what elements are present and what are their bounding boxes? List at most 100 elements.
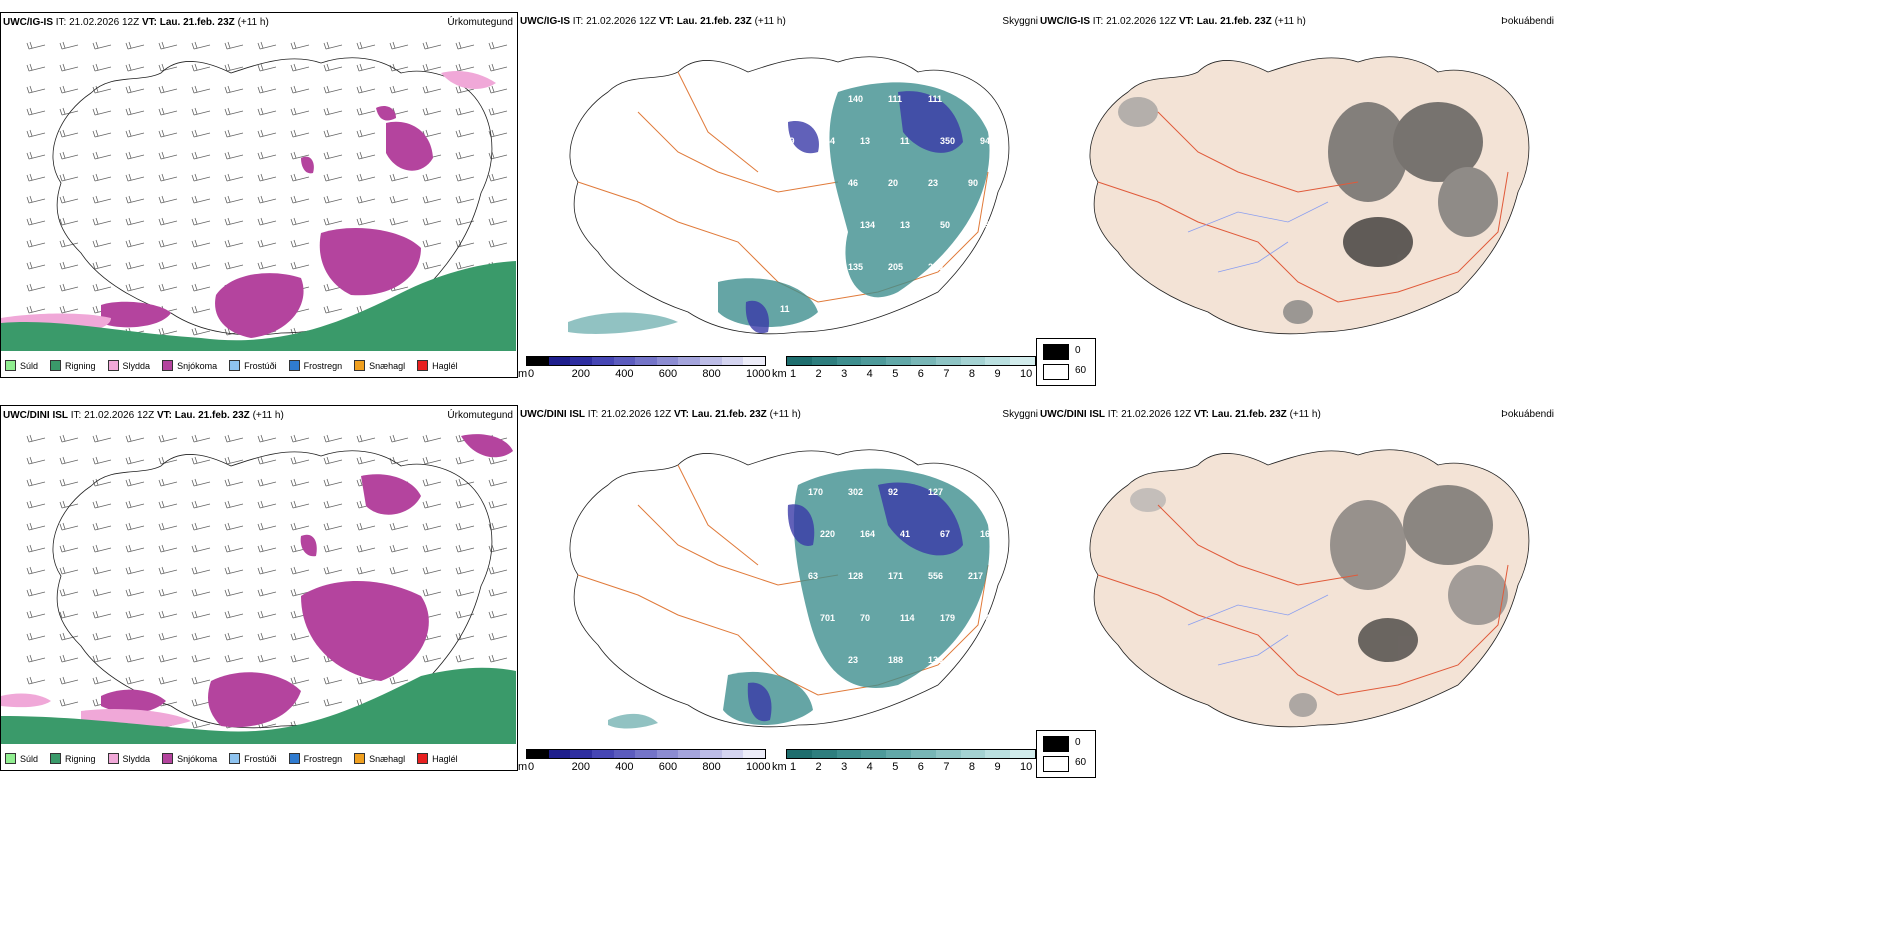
colorbar-swatch [700,357,722,365]
wind-barb [257,173,277,182]
wind-barb [59,610,79,619]
legend-swatch [354,753,366,764]
cloud-title: Skyggni [1002,16,1038,27]
cloudbase-value-label: 500 [768,178,783,188]
cloudbase-value-label: 837 [780,613,795,623]
wind-barb [92,500,112,509]
wind-barb [488,85,508,94]
snow-area [101,434,513,728]
precip-panel-row2: UWC/DINI ISL IT: 21.02.2026 12Z VT: Lau.… [0,405,518,771]
wind-barb [59,478,79,487]
wind-barb [224,434,244,443]
legend-label: Frostregn [303,753,343,764]
colorbar-tick: 800 [702,761,721,773]
cloudbase-value-label: 114 [820,220,835,230]
cloudbase-labels: 973 170 302 92 127 105 11 220 164 41 67 163 141 63 128… [768,487,995,665]
precip-title: Úrkomutegund [447,17,513,28]
cloudbase-value-label: 288 [808,262,823,272]
cloudbase-value-label: 256 [768,655,783,665]
fog-legend-row1: 0 60 [1036,338,1096,386]
wind-barb [125,173,145,182]
colorbar-swatch [635,357,657,365]
wind-barb [224,261,244,270]
wind-barb [59,195,79,204]
wind-barb [191,305,211,314]
wind-barb [224,632,244,641]
fog-title: Þokuábendi [1501,409,1554,420]
wind-barb [125,63,145,72]
colorbar-tick: 6 [917,368,924,380]
wind-barb [59,283,79,292]
road-network [1097,111,1509,303]
panel-header: UWC/DINI ISL IT: 21.02.2026 12Z VT: Lau.… [1040,409,1321,420]
wind-barb [191,239,211,248]
wind-barb [125,500,145,509]
wind-barb [488,522,508,531]
cloudbase-value-label: 23 [848,655,858,665]
wind-barb [290,434,310,443]
wind-barb [224,610,244,619]
legend-item: Frostúði [229,360,277,371]
colorbar-tick: 7 [943,368,950,380]
wind-barb [224,129,244,138]
cloudbase-value-label: 92 [888,487,898,497]
wind-barb [59,129,79,138]
wind-barb [455,500,475,509]
colorbar-tick: 8 [968,761,975,773]
wind-barb [389,173,409,182]
wind-barb [59,588,79,597]
cloudbase-value-label: 63 [808,571,818,581]
legend-item: Slydda [107,753,150,764]
fog-title: Þokuábendi [1501,16,1554,27]
wind-barb [158,500,178,509]
wind-barb [26,478,46,487]
wind-barb [59,85,79,94]
wind-barb [92,41,112,50]
colorbar-tick: 2 [815,761,822,773]
wind-barb [191,566,211,575]
wind-barb [488,217,508,226]
colorbar-tick: 200 [571,368,590,380]
cloudbase-value-label: 70 [860,613,870,623]
cloudbase-value-label: 163 [980,529,995,539]
wind-barb [290,261,310,270]
wind-barb [257,632,277,641]
wind-barb [158,195,178,204]
wind-barb [125,195,145,204]
wind-barb [191,676,211,685]
colorbar-swatch [656,357,679,365]
cloudbase-labels: 862 47 140 111 111 99 119 144 13 11 350 94 500 9 46 20 2… [768,94,995,314]
wind-barb [158,327,178,336]
wind-barb [191,698,211,707]
legend-swatch [162,753,174,764]
wind-barb [224,239,244,248]
cloudbase-value-label: 250 [980,220,995,230]
legend-swatch [288,360,300,371]
wind-barb [488,195,508,204]
iceland-outline [569,449,1010,728]
wind-barb [290,632,310,641]
wind-barb [356,544,376,553]
wind-barb [59,261,79,270]
legend-item: Rigning [50,360,96,371]
wind-barb [158,85,178,94]
wind-barb [26,173,46,182]
fog-map [1089,449,1530,728]
colorbar-swatch [678,357,701,365]
wind-barb [389,195,409,204]
colorbar-swatch [886,357,911,365]
wind-barb [323,85,343,94]
wind-barb [422,456,442,465]
wind-barb [125,478,145,487]
wind-barb [389,522,409,531]
wind-barb [191,151,211,160]
legend-item: Snjókoma [162,360,217,371]
legend-item: Súld [5,360,38,371]
colorbar-tick: 5 [892,761,899,773]
wind-barb [125,654,145,663]
colorbar-swatch [527,750,549,758]
wind-barb [191,632,211,641]
legend-swatch [417,360,429,371]
colorbar-tick: 800 [702,368,721,380]
wind-barb [290,151,310,160]
